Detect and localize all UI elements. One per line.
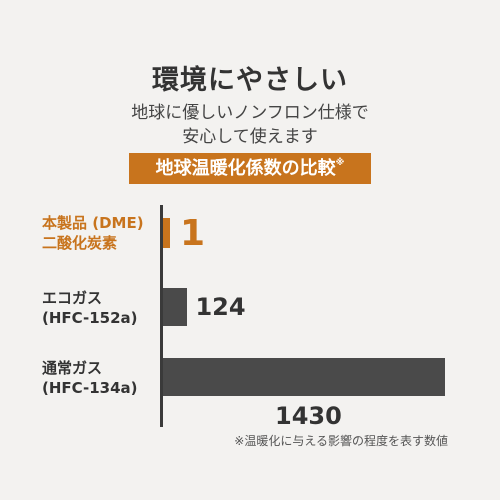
value-label: 1 [180,213,206,254]
category-label-line: エコガス [42,289,103,307]
value-label: 124 [195,293,246,321]
category-label: 通常ガス (HFC-134a) [42,358,138,398]
bar [163,288,188,326]
value-label: 1430 [275,402,342,430]
category-label-line: 通常ガス [42,359,103,377]
subtitle-line-2: 安心して使えます [182,127,318,147]
subtitle-line-1: 地球に優しいノンフロン仕様で [131,103,369,123]
category-label: エコガス (HFC-152a) [42,288,138,328]
bar [163,358,445,396]
chart-axis [160,205,163,427]
page-title: 環境にやさしい [152,65,348,96]
category-label-line: (HFC-152a) [42,309,138,327]
category-label: 本製品 (DME) 二酸化炭素 [42,213,144,253]
footnote: ※温暖化に与える影響の程度を表す数値 [234,434,448,448]
category-label-line: 二酸化炭素 [42,234,118,252]
banner-text: 地球温暖化係数の比較 [155,158,336,179]
category-label-line: (HFC-134a) [42,379,138,397]
chart-title-banner: 地球温暖化係数の比較※ [129,153,371,184]
banner-footnote-mark: ※ [335,158,345,168]
bar [163,218,170,248]
category-label-line: 本製品 (DME) [42,214,144,232]
